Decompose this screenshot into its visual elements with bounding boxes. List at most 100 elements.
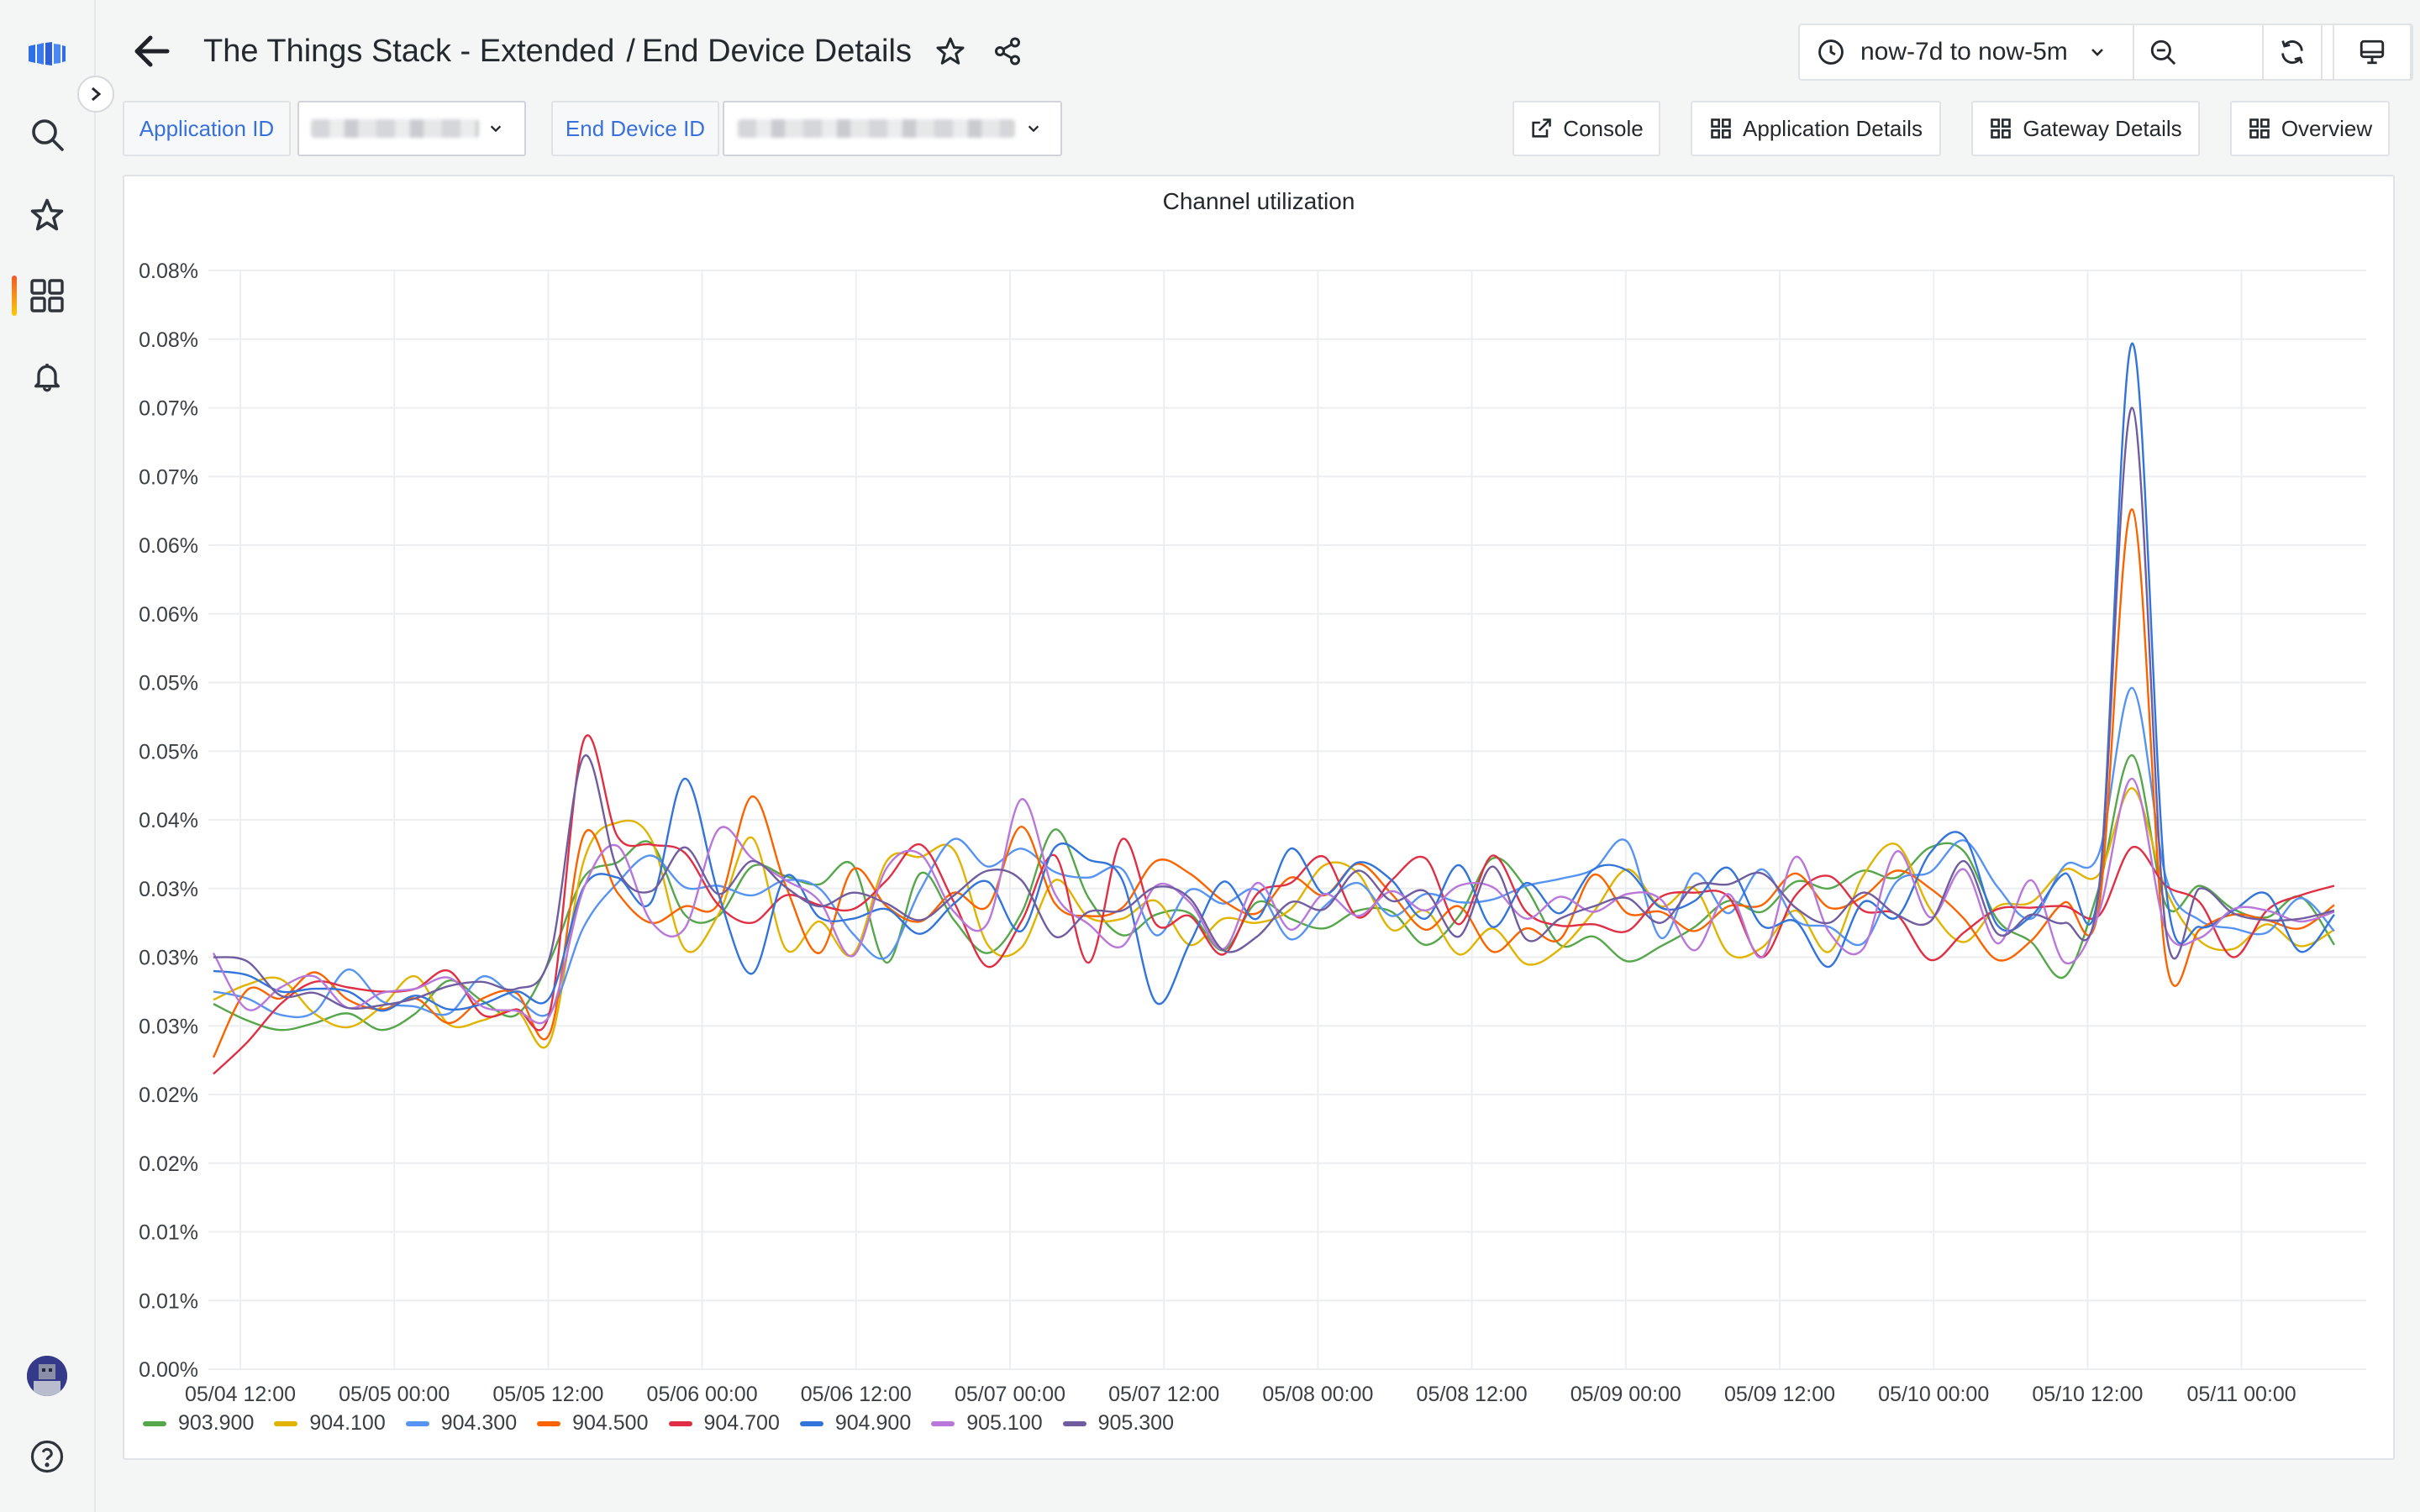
chart-legend: 903.900 904.100 904.300 904.500 904.700 904.9… [143,1411,1194,1436]
legend-item[interactable]: 905.300 [1062,1411,1174,1436]
x-tick-label: 05/06 12:00 [801,1383,912,1403]
console-link-button[interactable]: Console [1512,101,1660,156]
legend-item[interactable]: 904.700 [668,1411,780,1436]
back-arrow-icon [134,35,170,67]
y-tick-label: 0.07% [139,397,198,421]
y-tick-label: 0.06% [139,603,198,627]
dashboards-icon[interactable] [27,276,67,316]
legend-swatch [274,1420,298,1426]
dashboard-grid-icon [1991,118,2012,139]
expand-sidebar-button[interactable] [77,76,114,113]
series-line-904.500[interactable] [212,508,2335,1058]
y-tick-label: 0.03% [139,947,198,970]
y-tick-label: 0.00% [139,1358,198,1382]
search-icon[interactable] [27,114,67,155]
legend-item[interactable]: 905.100 [931,1411,1043,1436]
gateway-details-link-button[interactable]: Gateway Details [1971,101,2200,156]
x-tick-label: 05/09 00:00 [1570,1383,1681,1403]
redacted-value [311,119,479,138]
tv-mode-group [2333,24,2412,81]
application-details-link-button[interactable]: Application Details [1691,101,1941,156]
series-line-904.300[interactable] [213,686,2335,1019]
tv-icon [2360,39,2385,65]
channel-utilization-panel[interactable]: Channel utilization 0.08% 0.08% 0.07% 0.07%… [123,175,2395,1460]
overview-label: Overview [2281,115,2373,141]
x-tick-label: 05/05 12:00 [492,1383,603,1403]
end-device-id-select[interactable] [723,101,1062,156]
y-tick-label: 0.03% [139,1015,198,1038]
x-tick-label: 05/04 12:00 [185,1383,296,1403]
legend-item[interactable]: 904.900 [799,1411,912,1436]
bell-icon[interactable] [27,356,67,396]
legend-swatch [143,1420,166,1426]
divider [2333,25,2334,79]
application-id-select[interactable] [297,101,526,156]
time-range-picker[interactable]: now-7d to now-5m [1800,25,2133,79]
external-link-icon [1532,118,1552,138]
end-device-id-label: End Device ID [551,101,719,156]
legend-item[interactable]: 904.300 [405,1411,517,1436]
legend-label: 905.300 [1097,1411,1174,1435]
redacted-value [738,119,1015,138]
channel-utilization-chart[interactable]: 0.08% 0.08% 0.07% 0.07% 0.06% 0.06% 0.05% 0.05%… [124,176,2393,1403]
y-tick-label: 0.06% [139,534,198,558]
zoom-out-icon [2150,39,2176,66]
grafana-logo-icon[interactable] [27,34,67,74]
y-tick-label: 0.05% [139,672,198,696]
application-id-label: Application ID [123,101,291,156]
tv-mode-button[interactable] [2334,25,2410,79]
y-tick-label: 0.01% [139,1221,198,1245]
breadcrumb-parent[interactable]: The Things Stack - Extended [203,33,615,69]
help-icon[interactable] [27,1436,67,1477]
application-details-label: Application Details [1743,115,1923,141]
x-tick-label: 05/10 12:00 [2032,1383,2143,1403]
legend-item[interactable]: 904.500 [537,1411,649,1436]
legend-label: 904.900 [834,1411,912,1435]
legend-swatch [537,1420,561,1426]
gateway-details-label: Gateway Details [2023,115,2182,141]
back-button[interactable] [131,30,173,72]
divider [2133,25,2134,79]
overview-link-button[interactable]: Overview [2230,101,2390,156]
chevron-right-icon [92,87,102,102]
page-title: End Device Details [641,33,912,69]
chevron-down-icon [490,125,502,133]
legend-label: 905.100 [966,1411,1043,1435]
legend-label: 904.100 [309,1411,386,1435]
time-range-text: now-7d to now-5m [1860,38,2068,66]
y-tick-label: 0.03% [139,878,198,901]
series-line-905.100[interactable] [212,777,2335,1025]
y-tick-label: 0.04% [139,809,198,832]
legend-swatch [668,1420,692,1426]
series-line-905.300[interactable] [213,407,2335,1010]
console-label: Console [1563,115,1644,141]
x-tick-label: 05/08 12:00 [1417,1383,1528,1403]
legend-item[interactable]: 904.100 [274,1411,386,1436]
chevron-down-icon [1028,125,1039,133]
x-tick-label: 05/09 12:00 [1724,1383,1835,1403]
star-icon[interactable] [27,195,67,235]
zoom-out-button[interactable] [2134,25,2191,79]
favorite-star-icon[interactable] [931,32,970,71]
breadcrumb: The Things Stack - Extended / End Device… [203,30,912,72]
y-tick-label: 0.05% [139,740,198,764]
legend-label: 904.700 [703,1411,780,1435]
avatar[interactable] [27,1356,67,1396]
legend-item[interactable]: 903.900 [143,1411,254,1436]
y-tick-label: 0.07% [139,465,198,489]
sidebar [0,0,96,1512]
x-tick-label: 05/07 12:00 [1108,1383,1219,1403]
divider [2262,25,2264,79]
y-tick-label: 0.02% [139,1084,198,1107]
clock-icon [1818,39,1844,65]
breadcrumb-separator: / [626,33,635,69]
x-tick-label: 05/05 00:00 [339,1383,450,1403]
y-tick-label: 0.08% [139,260,198,283]
share-icon[interactable] [988,32,1027,71]
series-line-904.100[interactable] [213,787,2335,1049]
x-tick-label: 05/11 00:00 [2186,1383,2296,1403]
y-tick-label: 0.02% [139,1152,198,1176]
series-line-903.900[interactable] [213,754,2335,1032]
refresh-button[interactable] [2264,25,2321,79]
series-line-904.700[interactable] [213,734,2335,1075]
